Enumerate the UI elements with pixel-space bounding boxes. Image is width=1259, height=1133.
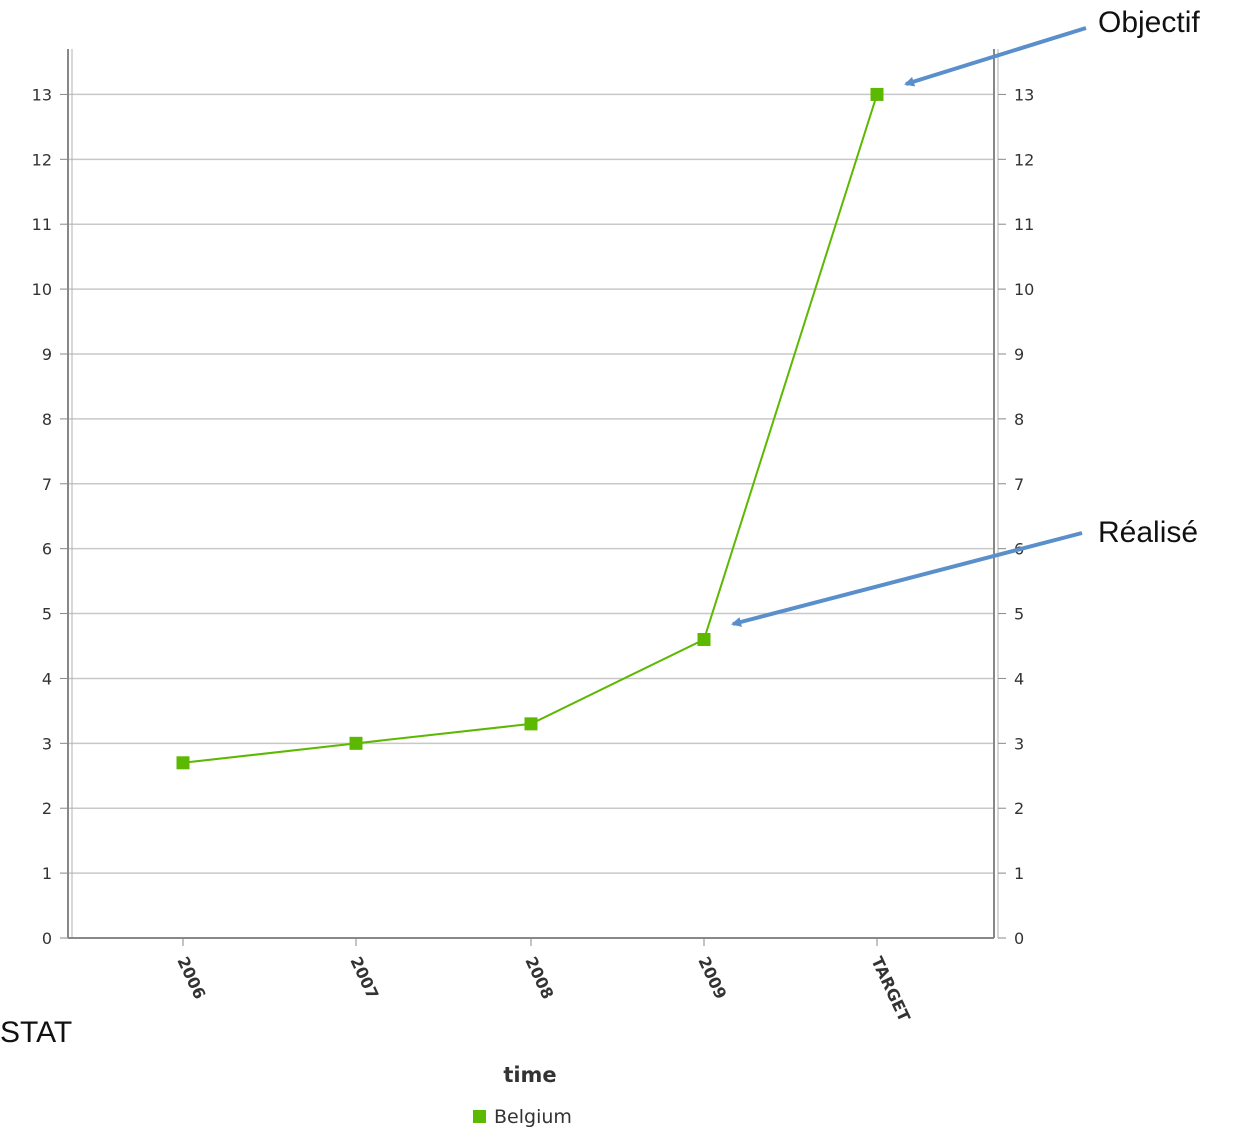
x-tick-label: 2006 xyxy=(173,954,209,1002)
annotation-label: Réalisé xyxy=(1098,516,1198,549)
y-tick-label-left: 7 xyxy=(42,475,52,494)
y-tick-label-left: 1 xyxy=(42,864,52,883)
y-tick-label-right: 1 xyxy=(1014,864,1024,883)
plot-area xyxy=(68,49,994,938)
annotation-arrow xyxy=(731,531,1083,627)
y-tick-label-left: 5 xyxy=(42,605,52,624)
y-tick-label-left: 3 xyxy=(42,734,52,753)
y-tick-label-right: 10 xyxy=(1014,280,1034,299)
y-tick-label-left: 6 xyxy=(42,540,52,559)
y-tick-label-left: 11 xyxy=(32,215,52,234)
data-point-2006 xyxy=(176,756,190,770)
footer-fragment: STAT xyxy=(0,1016,72,1049)
y-tick-label-left: 8 xyxy=(42,410,52,429)
y-tick-label-right: 13 xyxy=(1014,85,1034,104)
y-tick-label-left: 9 xyxy=(42,345,52,364)
y-tick-label-right: 0 xyxy=(1014,929,1024,948)
series-belgium xyxy=(176,87,884,770)
annotations: Objectif Réalisé xyxy=(731,6,1200,627)
y-tick-label-right: 2 xyxy=(1014,799,1024,818)
y-tick-label-left: 12 xyxy=(32,150,52,169)
data-point-2007 xyxy=(349,736,363,750)
x-tick-label: TARGET xyxy=(867,954,914,1025)
y-tick-label-right: 11 xyxy=(1014,215,1034,234)
annotation-label: Objectif xyxy=(1098,6,1200,39)
data-point-2008 xyxy=(524,717,538,731)
y-tick-label-right: 9 xyxy=(1014,345,1024,364)
y-tick-label-left: 4 xyxy=(42,669,52,688)
data-point-target xyxy=(870,87,884,101)
grid-lines xyxy=(68,93,994,874)
y-tick-label-right: 7 xyxy=(1014,475,1024,494)
legend-swatch-belgium xyxy=(473,1110,486,1123)
legend-label-belgium: Belgium xyxy=(494,1106,572,1128)
y-tick-label-left: 13 xyxy=(32,85,52,104)
y-tick-label-left: 0 xyxy=(42,929,52,948)
y-tick-label-left: 2 xyxy=(42,799,52,818)
y-tick-label-right: 3 xyxy=(1014,734,1024,753)
y-tick-label-right: 8 xyxy=(1014,410,1024,429)
x-tick-label: 2009 xyxy=(694,954,730,1002)
y-tick-label-left: 10 xyxy=(32,280,52,299)
x-tick-label: 2007 xyxy=(346,954,382,1002)
data-point-2009 xyxy=(697,633,711,647)
x-axis: 2006 2007 2008 2009 TARGET xyxy=(173,938,914,1025)
y-tick-label-right: 12 xyxy=(1014,150,1034,169)
y-tick-label-right: 4 xyxy=(1014,669,1024,688)
x-axis-title: time xyxy=(503,1063,556,1087)
annotation-arrow xyxy=(904,26,1087,87)
x-tick-label: 2008 xyxy=(521,954,557,1002)
y-tick-label-right: 5 xyxy=(1014,605,1024,624)
